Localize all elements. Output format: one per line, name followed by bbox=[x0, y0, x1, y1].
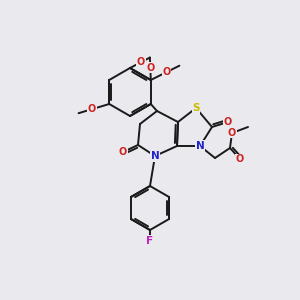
Text: O: O bbox=[88, 104, 96, 114]
Text: O: O bbox=[137, 57, 145, 67]
Text: N: N bbox=[196, 141, 204, 151]
Text: O: O bbox=[163, 67, 171, 77]
Text: O: O bbox=[119, 147, 127, 157]
Text: O: O bbox=[224, 117, 232, 127]
Text: F: F bbox=[146, 236, 154, 246]
Text: O: O bbox=[146, 63, 154, 73]
Text: O: O bbox=[236, 154, 244, 164]
Text: S: S bbox=[192, 103, 200, 113]
Text: N: N bbox=[151, 151, 159, 161]
Text: O: O bbox=[228, 128, 236, 138]
